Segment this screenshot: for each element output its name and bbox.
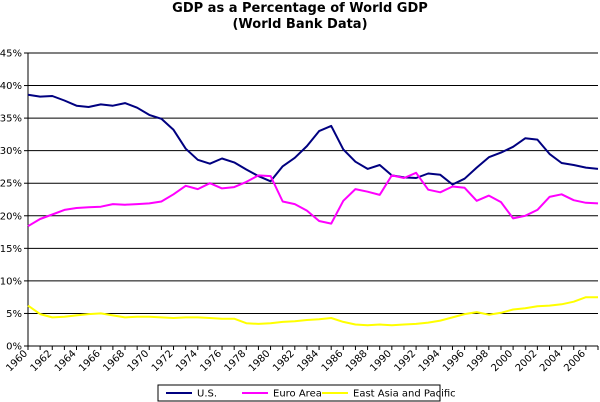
y-tick-label: 10% xyxy=(0,276,22,287)
x-tick-label: 2002 xyxy=(514,348,540,374)
x-tick-label: 2006 xyxy=(562,348,588,374)
x-tick-label: 1966 xyxy=(77,348,103,374)
y-tick-label: 45% xyxy=(0,49,22,60)
x-tick-label: 1972 xyxy=(150,348,176,374)
chart-title: GDP as a Percentage of World GDP xyxy=(172,1,428,16)
x-tick-label: 1988 xyxy=(344,348,370,374)
series-line-2 xyxy=(27,296,598,327)
series-line-0 xyxy=(27,93,599,186)
y-tick-label: 0% xyxy=(6,342,22,353)
x-tick-label: 1996 xyxy=(441,348,467,374)
y-tick-label: 15% xyxy=(0,244,22,255)
chart-subtitle: (World Bank Data) xyxy=(232,17,367,32)
gridlines xyxy=(28,52,598,314)
x-tick-labels: 1960196219641966196819701972197419761978… xyxy=(4,348,588,374)
x-tick-label: 2004 xyxy=(538,348,564,374)
x-tick-label: 1980 xyxy=(247,348,273,374)
x-tick-label: 1976 xyxy=(198,348,224,374)
x-tick-label: 1962 xyxy=(29,348,55,374)
x-tick-label: 1982 xyxy=(271,348,297,374)
x-tick-label: 1990 xyxy=(368,348,394,374)
y-tick-label: 20% xyxy=(0,211,22,222)
x-tick-label: 1992 xyxy=(392,348,418,374)
x-tick-label: 1978 xyxy=(223,348,249,374)
series-lines xyxy=(27,93,599,327)
legend-label: East Asia and Pacific xyxy=(353,389,456,400)
x-tick-label: 1970 xyxy=(126,348,152,374)
x-tick-label: 1984 xyxy=(295,348,321,374)
legend-label: Euro Area xyxy=(273,389,322,400)
x-tick-label: 1968 xyxy=(101,348,127,374)
y-tick-labels: 0% 5% 10% 15% 20% 25% 30% 35% 40% 45% xyxy=(0,49,22,353)
x-tick-label: 1994 xyxy=(417,348,443,374)
series-line-1 xyxy=(27,171,599,228)
legend-label: U.S. xyxy=(197,389,217,400)
x-tick-label: 1974 xyxy=(174,348,200,374)
x-tick-label: 2000 xyxy=(489,348,515,374)
y-tick-label: 5% xyxy=(6,309,22,320)
x-tick-label: 1986 xyxy=(320,348,346,374)
y-tick-label: 30% xyxy=(0,146,22,157)
x-tick-label: 1998 xyxy=(465,348,491,374)
legend-box xyxy=(157,384,441,402)
y-tick-label: 35% xyxy=(0,114,22,125)
y-tick-label: 40% xyxy=(0,81,22,92)
axes xyxy=(24,52,599,350)
y-tick-label: 25% xyxy=(0,179,22,190)
x-tick-label: 1964 xyxy=(53,348,79,374)
legend: U.S. Euro Area East Asia and Pacific xyxy=(157,384,456,402)
